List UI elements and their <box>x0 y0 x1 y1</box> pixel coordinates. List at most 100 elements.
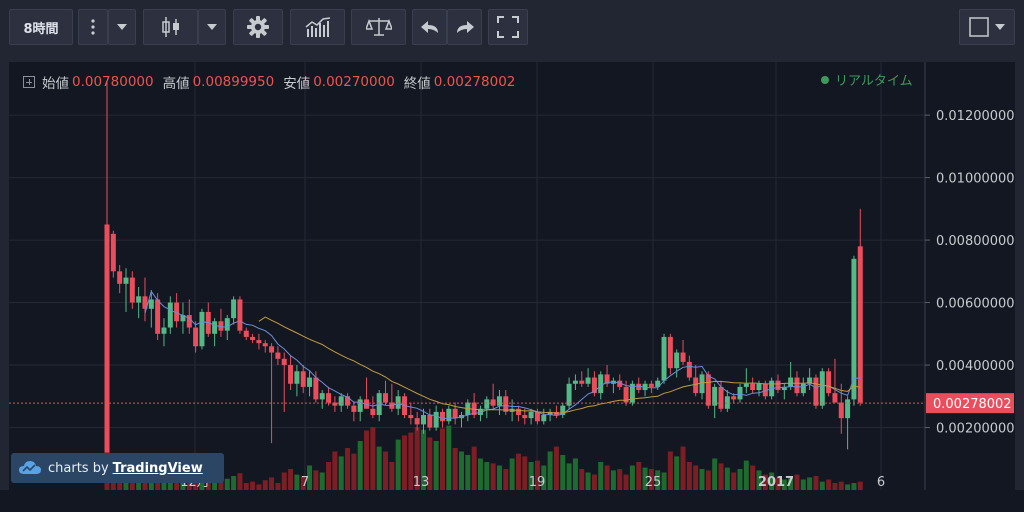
y-tick-label: 0.00400000 <box>936 359 1015 374</box>
candle-body <box>724 396 730 409</box>
close-value: 0.00278002 <box>433 74 516 90</box>
redo-icon <box>456 21 474 33</box>
volume-bar <box>376 446 382 490</box>
y-tick-label: 0.00800000 <box>936 234 1015 249</box>
candle-body <box>496 396 502 406</box>
expand-plus-icon[interactable] <box>23 76 35 88</box>
candle-body <box>408 415 414 419</box>
volume-bar <box>661 472 667 490</box>
volume-bar <box>794 474 800 490</box>
volume-bar <box>383 451 389 490</box>
volume-bar <box>851 483 857 490</box>
candle-body <box>262 343 268 347</box>
x-tick-label: 7 <box>301 475 309 490</box>
candle-body <box>256 340 262 344</box>
volume-bar <box>458 451 464 490</box>
volume-bar <box>724 467 730 490</box>
volume-bar <box>667 451 673 490</box>
volume-bar <box>364 430 370 490</box>
candle-body <box>288 365 294 384</box>
candle-body <box>224 318 230 331</box>
candle-body <box>680 352 686 362</box>
candle-body <box>674 352 680 369</box>
volume-bar <box>598 462 604 490</box>
volume-bar <box>629 465 635 490</box>
volume-bar <box>471 446 477 490</box>
open-label: 始値 <box>42 76 69 92</box>
volume-bar <box>212 477 218 490</box>
interval-button[interactable]: 8時間 <box>9 9 73 45</box>
x-tick-label: 19 <box>529 475 546 490</box>
redo-button[interactable] <box>447 9 482 45</box>
candle-body <box>484 399 490 409</box>
volume-bar <box>421 429 426 490</box>
settings-button[interactable] <box>233 9 283 45</box>
volume-bar <box>186 477 192 490</box>
volume-bar <box>395 439 401 490</box>
indicators-button[interactable] <box>290 9 345 45</box>
volume-bar <box>477 458 483 490</box>
candle-body <box>705 374 711 406</box>
candle-body <box>838 402 844 419</box>
volume-bar <box>648 469 654 490</box>
volume-bar <box>769 472 775 490</box>
candle-body <box>750 383 756 391</box>
candle-body <box>427 415 433 428</box>
volume-bar <box>756 470 762 490</box>
candle-body <box>357 399 363 412</box>
interval-dropdown-button[interactable] <box>108 9 136 45</box>
candle-body <box>762 383 768 397</box>
volume-bar <box>617 469 623 490</box>
volume-bar <box>490 463 496 490</box>
candle-body <box>807 377 813 384</box>
volume-bar <box>199 476 205 490</box>
candle-body <box>136 296 142 303</box>
moving-averages <box>144 290 861 420</box>
volume-bar <box>515 453 521 490</box>
branding-name[interactable]: TradingView <box>112 460 203 476</box>
chevron-down-icon <box>995 24 1005 30</box>
ohlc-legend: 始値 0.00780000 高値 0.00899950 安値 0.00270000 終… <box>23 72 524 92</box>
volume-bars <box>104 425 863 490</box>
volume-bar <box>636 462 642 490</box>
candle-body <box>819 371 825 406</box>
volume-bar <box>503 469 509 490</box>
volume-bar <box>534 460 540 490</box>
volume-bar <box>560 455 566 490</box>
candle-body <box>439 411 445 422</box>
volume-bar <box>218 481 224 490</box>
volume-bar <box>674 456 680 490</box>
realtime-indicator: リアルタイム <box>821 70 913 89</box>
tradingview-branding[interactable]: charts by TradingView <box>11 453 224 483</box>
candle-body <box>313 377 319 400</box>
chart-style-button[interactable] <box>143 9 198 45</box>
candle-body <box>623 386 629 403</box>
candle-body <box>693 377 699 394</box>
candle-body <box>275 352 281 359</box>
volume-bar <box>313 470 319 490</box>
volume-bar <box>452 448 458 490</box>
compare-button[interactable] <box>351 9 406 45</box>
volume-bar <box>269 477 275 490</box>
more-button[interactable] <box>78 9 108 45</box>
layout-button[interactable] <box>959 9 1015 45</box>
candle-body <box>414 418 420 425</box>
x-tick-label: 2017 <box>758 475 794 490</box>
candle-body <box>294 371 300 384</box>
undo-button[interactable] <box>412 9 447 45</box>
volume-bar <box>148 477 154 490</box>
volume-bar <box>731 472 737 490</box>
chart-area[interactable]: 0.01200000 0.01000000 0.00800000 0.00600000… <box>9 62 1015 490</box>
candle-body <box>566 383 572 406</box>
volume-bar <box>161 476 167 490</box>
price-chart[interactable]: 0.01200000 0.01000000 0.00800000 0.00600000… <box>9 62 1015 490</box>
fullscreen-button[interactable] <box>488 9 528 45</box>
chevron-down-icon <box>117 24 127 30</box>
candle-body <box>667 336 673 369</box>
last-price-label: 0.00278002 <box>933 397 1012 412</box>
chart-style-dropdown-button[interactable] <box>198 9 226 45</box>
volume-bar <box>319 472 325 490</box>
volume-bar <box>326 462 332 490</box>
candle-body <box>547 411 553 416</box>
candle-body <box>781 386 787 391</box>
